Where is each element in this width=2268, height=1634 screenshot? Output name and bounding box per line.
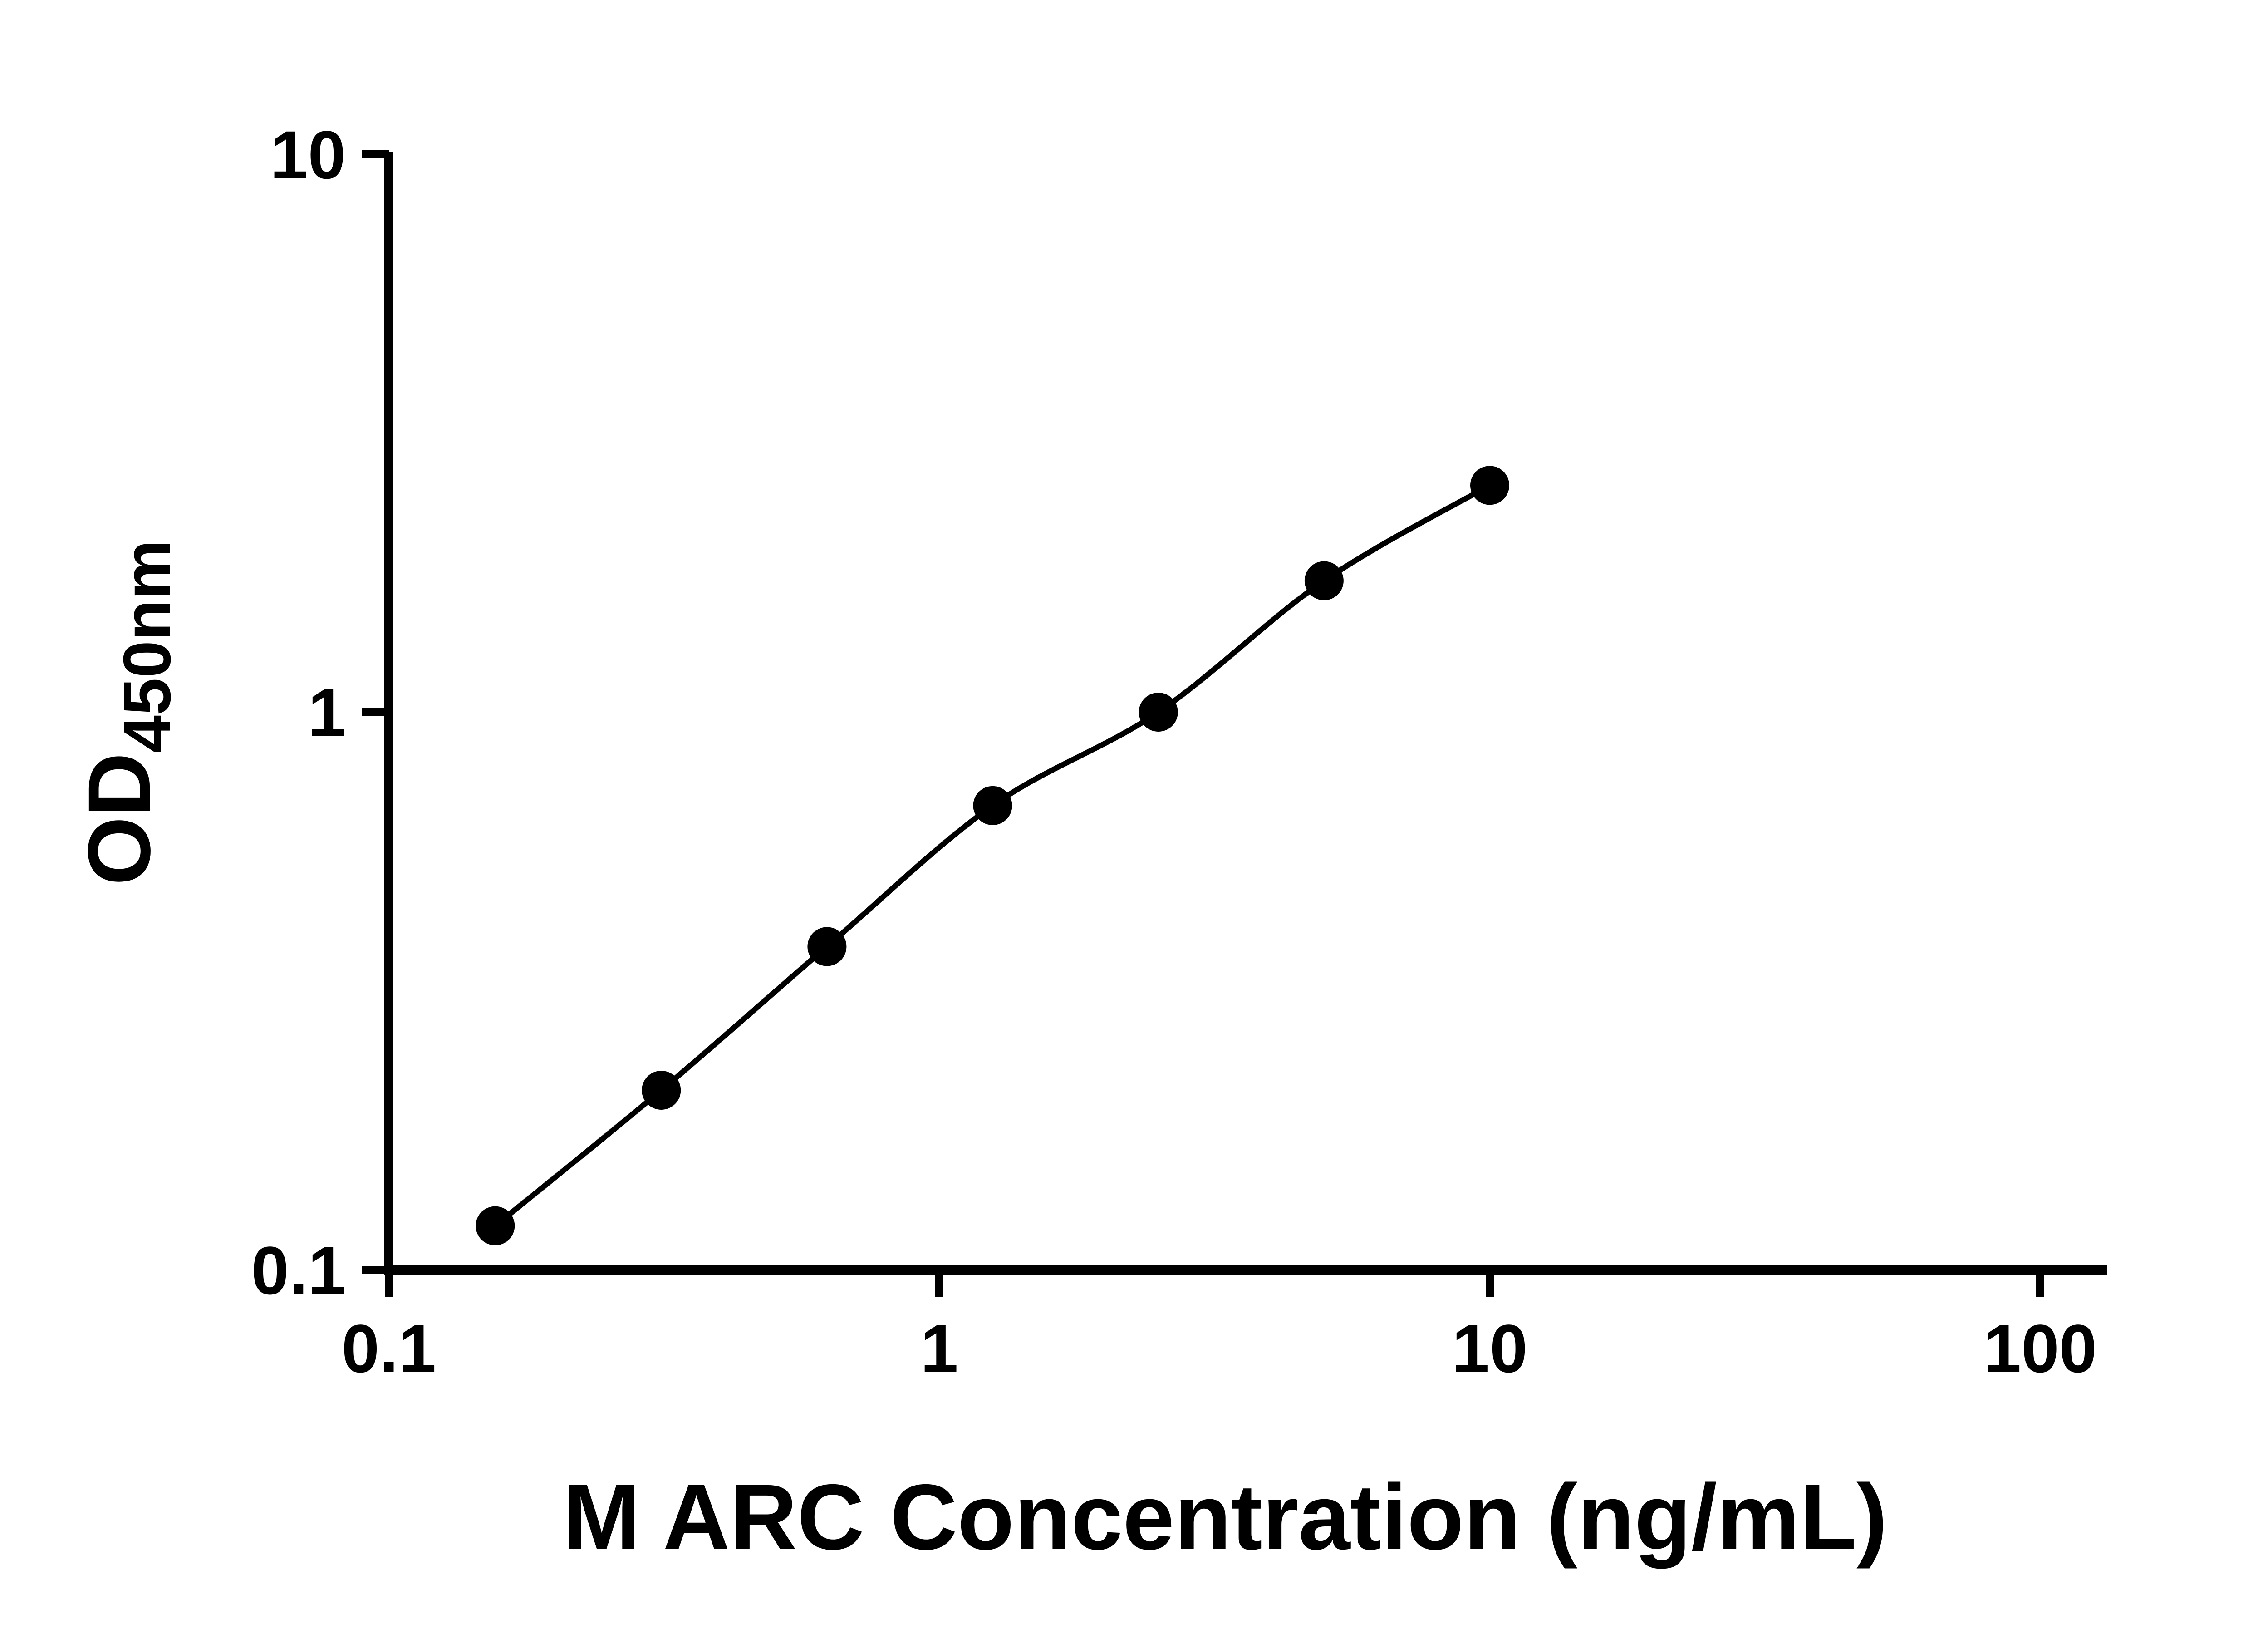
data-point [642, 1070, 681, 1110]
y-tick-label: 0.1 [251, 1232, 346, 1309]
data-point [1470, 466, 1509, 505]
x-axis-ticks [385, 1270, 2044, 1297]
y-axis-title-subscript: 450nm [110, 540, 185, 753]
data-point [1304, 561, 1344, 600]
data-point [1139, 693, 1178, 732]
x-axis-title: M ARC Concentration (ng/mL) [563, 1465, 1887, 1569]
y-axis-tick-labels: 10 1 0.1 [251, 117, 346, 1309]
x-tick-label: 1 [920, 1310, 958, 1387]
y-tick-label: 1 [308, 674, 346, 751]
curve-series [476, 466, 1509, 1245]
y-tick-label: 10 [270, 117, 346, 193]
y-axis-ticks [362, 150, 389, 1274]
x-tick-label: 100 [1983, 1310, 2097, 1387]
y-axis-title-base: OD [70, 753, 169, 886]
curve-line [493, 483, 1491, 1228]
x-axis-tick-labels: 0.1 1 10 100 [342, 1310, 2097, 1387]
x-tick-label: 0.1 [342, 1310, 437, 1387]
data-point [476, 1206, 515, 1245]
data-point [807, 927, 847, 966]
y-axis-title: OD450nm [70, 540, 185, 885]
data-point [973, 786, 1012, 825]
x-tick-label: 10 [1452, 1310, 1528, 1387]
